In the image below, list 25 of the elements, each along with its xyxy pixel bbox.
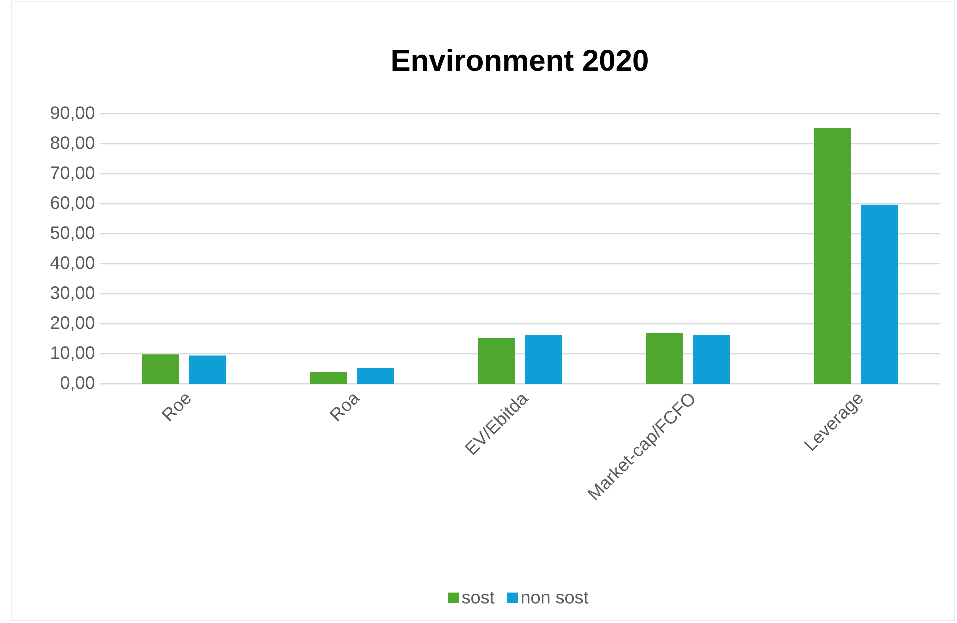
bar <box>142 354 180 384</box>
y-tick-label: 30,00 <box>50 286 95 302</box>
y-tick-label: 60,00 <box>51 196 95 212</box>
bar <box>189 356 226 384</box>
y-tick-label: 40,00 <box>50 256 95 272</box>
bar <box>861 204 898 384</box>
y-tick-label: 90,00 <box>51 106 95 122</box>
bar <box>310 372 348 384</box>
legend-label: non sost <box>522 592 589 604</box>
x-tick-label: Roe <box>162 394 191 422</box>
bar <box>646 332 683 384</box>
bar <box>478 338 515 384</box>
y-tick-label: 50,00 <box>50 226 95 242</box>
bar <box>693 335 730 384</box>
y-tick-label: 10,00 <box>52 346 95 362</box>
x-tick-label: Roa <box>330 394 361 422</box>
y-tick-label: 0,00 <box>60 376 95 392</box>
y-tick-label: 70,00 <box>51 166 95 182</box>
chart-title: Environment 2020 <box>392 49 648 72</box>
y-tick-label: 20,00 <box>51 316 95 332</box>
bar <box>357 368 394 384</box>
bar <box>814 128 851 384</box>
legend-label: sost <box>462 592 495 604</box>
bar <box>525 335 562 384</box>
y-tick-label: 80,00 <box>51 136 95 152</box>
